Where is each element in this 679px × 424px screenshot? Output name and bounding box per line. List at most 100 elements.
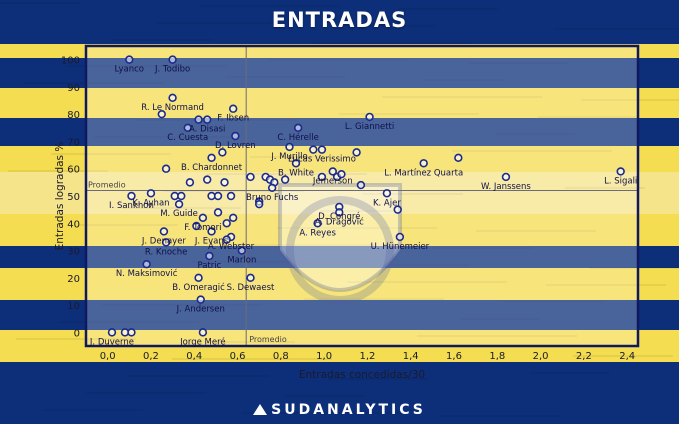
point-label: K. Ajer [373, 198, 401, 208]
data-point [356, 180, 366, 190]
y-tick-label: 40 [67, 219, 80, 230]
data-point [146, 189, 156, 198]
x-tick-label: 1,4 [403, 351, 419, 362]
y-tick-label: 80 [67, 110, 80, 121]
point-label: B. Omeragić [172, 282, 225, 293]
data-point [192, 221, 201, 231]
background-stripe [0, 300, 679, 330]
data-point [285, 142, 294, 152]
background-stripe [0, 246, 679, 268]
data-point [183, 123, 192, 133]
data-point [127, 191, 136, 201]
point-label: Patric [197, 261, 221, 271]
background-stripe [0, 0, 679, 44]
point-label: U. Hünemeier [371, 242, 430, 252]
data-point [213, 191, 223, 201]
point-label: K. Ayhan [132, 198, 169, 208]
data-point [254, 199, 264, 209]
data-point [337, 169, 346, 179]
data-point [222, 219, 231, 228]
point-label: L. Giannetti [345, 122, 394, 132]
x-tick-label: 2,2 [576, 351, 592, 362]
data-point [161, 238, 171, 247]
background-stripe [0, 362, 679, 424]
y-tick-label: 30 [67, 247, 80, 258]
data-point [185, 178, 195, 187]
y-average-label: Promedio [88, 181, 126, 190]
data-point [220, 178, 229, 187]
data-point [168, 93, 177, 103]
y-tick-label: 50 [67, 192, 80, 203]
point-label: N. Maksimović [116, 268, 178, 279]
point-label: F. Ibsen [217, 114, 249, 124]
data-point [393, 205, 402, 214]
x-tick-label: 1,0 [316, 351, 332, 362]
point-label: A. Dragović [315, 216, 364, 227]
point-label: A. Reyes [299, 228, 336, 238]
data-point [174, 199, 184, 209]
data-point [365, 112, 374, 122]
y-tick-label: 90 [67, 83, 80, 94]
point-label: D. Lovren [215, 141, 256, 151]
data-point [309, 145, 318, 154]
data-point [127, 328, 136, 337]
point-label: D. Congré [318, 211, 360, 222]
point-label: J. Denayer [141, 236, 187, 246]
data-point [125, 55, 134, 64]
data-point [313, 219, 322, 228]
y-tick-label: 60 [67, 165, 80, 176]
data-point [616, 167, 625, 176]
x-tick-label: 2,0 [533, 351, 549, 362]
data-point [213, 208, 223, 217]
x-tick-label: 0,0 [100, 351, 116, 362]
data-point [280, 175, 290, 184]
data-point [267, 183, 277, 193]
data-point [194, 115, 203, 124]
data-point [159, 227, 169, 236]
chart-title: ENTRADAS [271, 8, 408, 32]
point-label: A. Webster [208, 242, 255, 252]
crest-watermark [278, 183, 402, 292]
y-tick-label: 0 [74, 328, 80, 339]
data-point [246, 273, 255, 283]
point-label: F. Tomori [184, 223, 221, 233]
plot-area [86, 46, 638, 346]
x-axis-label: Entradas concedidas/30 [299, 369, 425, 381]
x-tick-label: 1,2 [359, 351, 375, 362]
background-stripe [0, 44, 679, 58]
brand-logo-icon [253, 404, 268, 415]
y-tick-label: 100 [61, 56, 80, 67]
data-point [207, 153, 216, 163]
data-point [317, 145, 327, 154]
point-label: M. Guide [160, 209, 198, 219]
background-stripe [0, 214, 679, 246]
point-label: B. Chardonnet [181, 163, 243, 173]
x-average-label: Promedio [249, 335, 287, 344]
data-point [196, 295, 205, 304]
data-point [161, 164, 171, 173]
data-point [237, 246, 247, 255]
data-point [229, 213, 238, 223]
data-point [203, 175, 212, 184]
data-point [205, 251, 214, 261]
brand-footer: SUDANALYTICS [0, 402, 679, 418]
y-tick-label: 20 [67, 274, 80, 285]
point-label: J. Evans [194, 236, 229, 246]
data-point [231, 131, 240, 141]
y-tick-label: 10 [67, 301, 80, 312]
point-label: S. Dewaest [227, 283, 275, 293]
data-point [198, 213, 208, 223]
data-point [194, 273, 203, 283]
data-point [352, 148, 361, 157]
x-tick-label: 0,6 [230, 351, 246, 362]
background-stripe [0, 268, 679, 300]
point-label: C. Hérelle [277, 132, 318, 143]
point-label: Jorge Meré [179, 336, 225, 347]
x-tick-label: 0,2 [143, 351, 159, 362]
brand-name: SUDANALYTICS [271, 402, 426, 418]
point-label: I. Sankhon [109, 201, 154, 211]
point-label: W. Janssens [481, 182, 531, 192]
data-point [203, 115, 212, 124]
